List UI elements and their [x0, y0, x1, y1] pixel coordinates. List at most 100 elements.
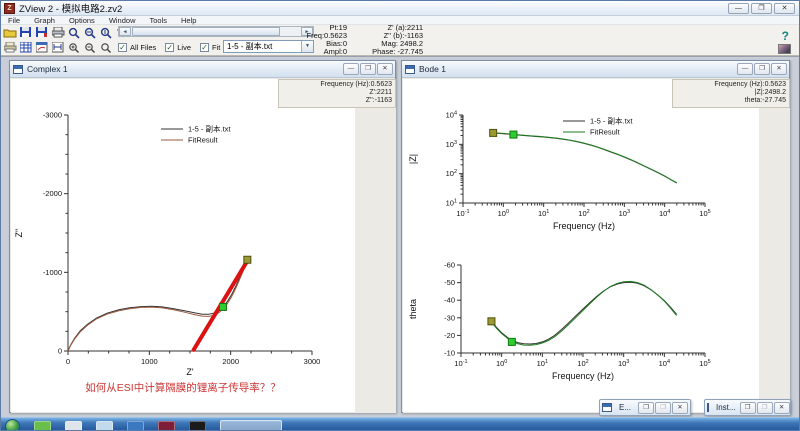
axes-setup-button[interactable]	[51, 41, 65, 54]
start-button[interactable]	[5, 419, 20, 430]
svg-text:10-1: 10-1	[456, 209, 469, 218]
complex-close-button[interactable]: ✕	[377, 63, 393, 75]
taskbar-icon[interactable]	[127, 421, 144, 430]
magnifier-graph-icon	[68, 27, 81, 39]
svg-text:2000: 2000	[222, 357, 239, 366]
svg-text:101: 101	[537, 359, 548, 368]
bode-window-title: Bode 1	[419, 64, 446, 74]
complex-maximize-button[interactable]: ❐	[360, 63, 376, 75]
mini-e-restore-button[interactable]: ❐	[638, 401, 654, 414]
point-readout: Pt:19 Freq:0.5623 Bias:0 Ampl:0	[306, 23, 347, 56]
save-as-button[interactable]	[35, 26, 49, 39]
menu-graph[interactable]: Graph	[34, 15, 55, 25]
toolbar-scrollbar[interactable]: ◄ ►	[118, 26, 314, 37]
bode-minimize-button[interactable]: —	[737, 63, 753, 75]
zoom-region-button[interactable]	[99, 26, 113, 39]
svg-text:-40: -40	[444, 296, 455, 305]
bode-window: Bode 1 — ❐ ✕ 10-1 100 101 102 103 104 105 104 10…	[401, 60, 790, 413]
checkbox-live-label: Live	[177, 43, 192, 52]
svg-text:104: 104	[659, 359, 670, 368]
taskbar-icon[interactable]	[65, 421, 82, 430]
open-folder-icon	[3, 27, 17, 38]
svg-text:104: 104	[446, 111, 457, 120]
zoom-data-button[interactable]	[83, 26, 97, 39]
bode-graph-panel: 10-1 100 101 102 103 104 105 104 103 102 101 Freque…	[403, 79, 759, 412]
magnifier-data-icon	[84, 27, 97, 39]
mini-e-maximize-button[interactable]: ❐	[655, 401, 671, 414]
menu-tools[interactable]: Tools	[149, 15, 168, 25]
windows-taskbar	[1, 417, 799, 430]
graph-window-button[interactable]	[35, 41, 49, 54]
save-button[interactable]	[19, 26, 33, 39]
taskbar-icon[interactable]	[158, 421, 175, 430]
svg-text:1-5 - 副本.txt: 1-5 - 副本.txt	[590, 116, 633, 126]
taskbar-icon[interactable]	[34, 421, 51, 430]
mini-inst-maximize-button[interactable]: ❐	[756, 401, 773, 414]
checkbox-fit-label: Fit	[212, 43, 221, 52]
checkbox-live[interactable]: ✓ Live	[165, 43, 191, 52]
complex-window-titlebar[interactable]: Complex 1 — ❐ ✕	[10, 61, 395, 78]
scrollbar-thumb[interactable]	[132, 27, 280, 36]
checkbox-all-files-box[interactable]: ✓	[118, 43, 127, 52]
open-file-button[interactable]	[3, 26, 17, 39]
scroll-right-button[interactable]: ►	[301, 27, 313, 36]
bode-maximize-button[interactable]: ❐	[754, 63, 770, 75]
checkbox-fit[interactable]: ✓ Fit	[200, 43, 220, 52]
menu-options[interactable]: Options	[68, 15, 95, 25]
maximize-button[interactable]: ❐	[751, 3, 772, 14]
chart-window-icon	[36, 42, 48, 53]
bode-close-button[interactable]: ✕	[771, 63, 787, 75]
complex-cursor-info: Frequency (Hz):0.5623 Z':2211 Z'':-1163	[278, 79, 396, 108]
help-icon[interactable]: ?	[781, 29, 789, 43]
minimized-window-inst[interactable]: Inst... ❐ ❐ ✕	[704, 399, 791, 416]
complex-nyquist-chart[interactable]: 0 1000 2000 3000 -3000 -2000 -1000 0 Z' Z'' 1-5 - …	[11, 79, 355, 384]
bode-magnitude-chart[interactable]: 10-1 100 101 102 103 104 105 104 103 102 101 Freque…	[405, 81, 755, 254]
data-table-button[interactable]	[19, 41, 33, 54]
svg-text:103: 103	[446, 140, 457, 149]
print-button[interactable]	[51, 26, 65, 39]
picture-icon[interactable]	[778, 44, 791, 54]
print-graph-button[interactable]	[3, 41, 17, 54]
mini-inst-close-button[interactable]: ✕	[773, 401, 790, 414]
scroll-left-button[interactable]: ◄	[119, 27, 131, 36]
taskbar-icon[interactable]	[96, 421, 113, 430]
checkbox-fit-box[interactable]: ✓	[200, 43, 210, 52]
menu-bar: File Graph Options Window Tools Help	[1, 16, 799, 25]
taskbar-icon[interactable]	[189, 421, 206, 430]
mini-inst-restore-button[interactable]: ❐	[739, 401, 756, 414]
zoom-out-button[interactable]	[83, 41, 97, 54]
mini-e-close-button[interactable]: ✕	[672, 401, 688, 414]
active-task-button[interactable]	[220, 420, 282, 430]
complex-minimize-button[interactable]: —	[343, 63, 359, 75]
checkbox-all-files[interactable]: ✓ All Files	[118, 43, 156, 52]
menu-help[interactable]: Help	[181, 15, 197, 25]
zoom-reset-button[interactable]	[99, 41, 113, 54]
complex-window-content: 0 1000 2000 3000 -3000 -2000 -1000 0 Z' Z'' 1-5 - …	[11, 79, 396, 413]
complex-graph-panel: 0 1000 2000 3000 -3000 -2000 -1000 0 Z' Z'' 1-5 - …	[11, 79, 355, 412]
svg-text:-30: -30	[444, 313, 455, 322]
complex-window-title: Complex 1	[27, 64, 68, 74]
menu-file[interactable]: File	[8, 15, 21, 25]
printer-small-icon	[3, 42, 17, 53]
bode-window-titlebar[interactable]: Bode 1 — ❐ ✕	[402, 61, 789, 78]
svg-text:104: 104	[659, 209, 670, 218]
svg-text:0: 0	[66, 357, 70, 366]
menu-window[interactable]: Window	[108, 15, 136, 25]
svg-text:Frequency (Hz): Frequency (Hz)	[552, 371, 614, 381]
bode-cursor-info: Frequency (Hz):0.5623 |Z|:2498.2 theta:-…	[672, 79, 790, 108]
minimized-window-e[interactable]: E... ❐ ❐ ✕	[599, 399, 691, 416]
svg-text:105: 105	[699, 209, 710, 218]
complex-window: Complex 1 — ❐ ✕ 0 1000 2000 3000 -3000 -2000 -…	[9, 60, 396, 413]
file-select-dropdown[interactable]: 1-5 - 副本.txt ▼	[223, 40, 314, 53]
svg-text:|Z|: |Z|	[408, 154, 418, 164]
minimize-button[interactable]: —	[728, 3, 749, 14]
zoom-in-button[interactable]	[67, 41, 81, 54]
close-button[interactable]: ✕	[774, 3, 795, 14]
checkbox-live-box[interactable]: ✓	[165, 43, 175, 52]
chevron-down-icon[interactable]: ▼	[301, 41, 313, 52]
zoom-graph-button[interactable]	[67, 26, 81, 39]
svg-text:Frequency (Hz): Frequency (Hz)	[553, 221, 615, 231]
bode-phase-chart[interactable]: 10-1 100 101 102 103 104 105 -60 -50 -40 -30 -20 -10…	[405, 257, 755, 396]
title-bar[interactable]: Z ZView 2 - 模拟电路2.zv2 — ❐ ✕	[1, 1, 799, 16]
svg-text:-50: -50	[444, 278, 455, 287]
